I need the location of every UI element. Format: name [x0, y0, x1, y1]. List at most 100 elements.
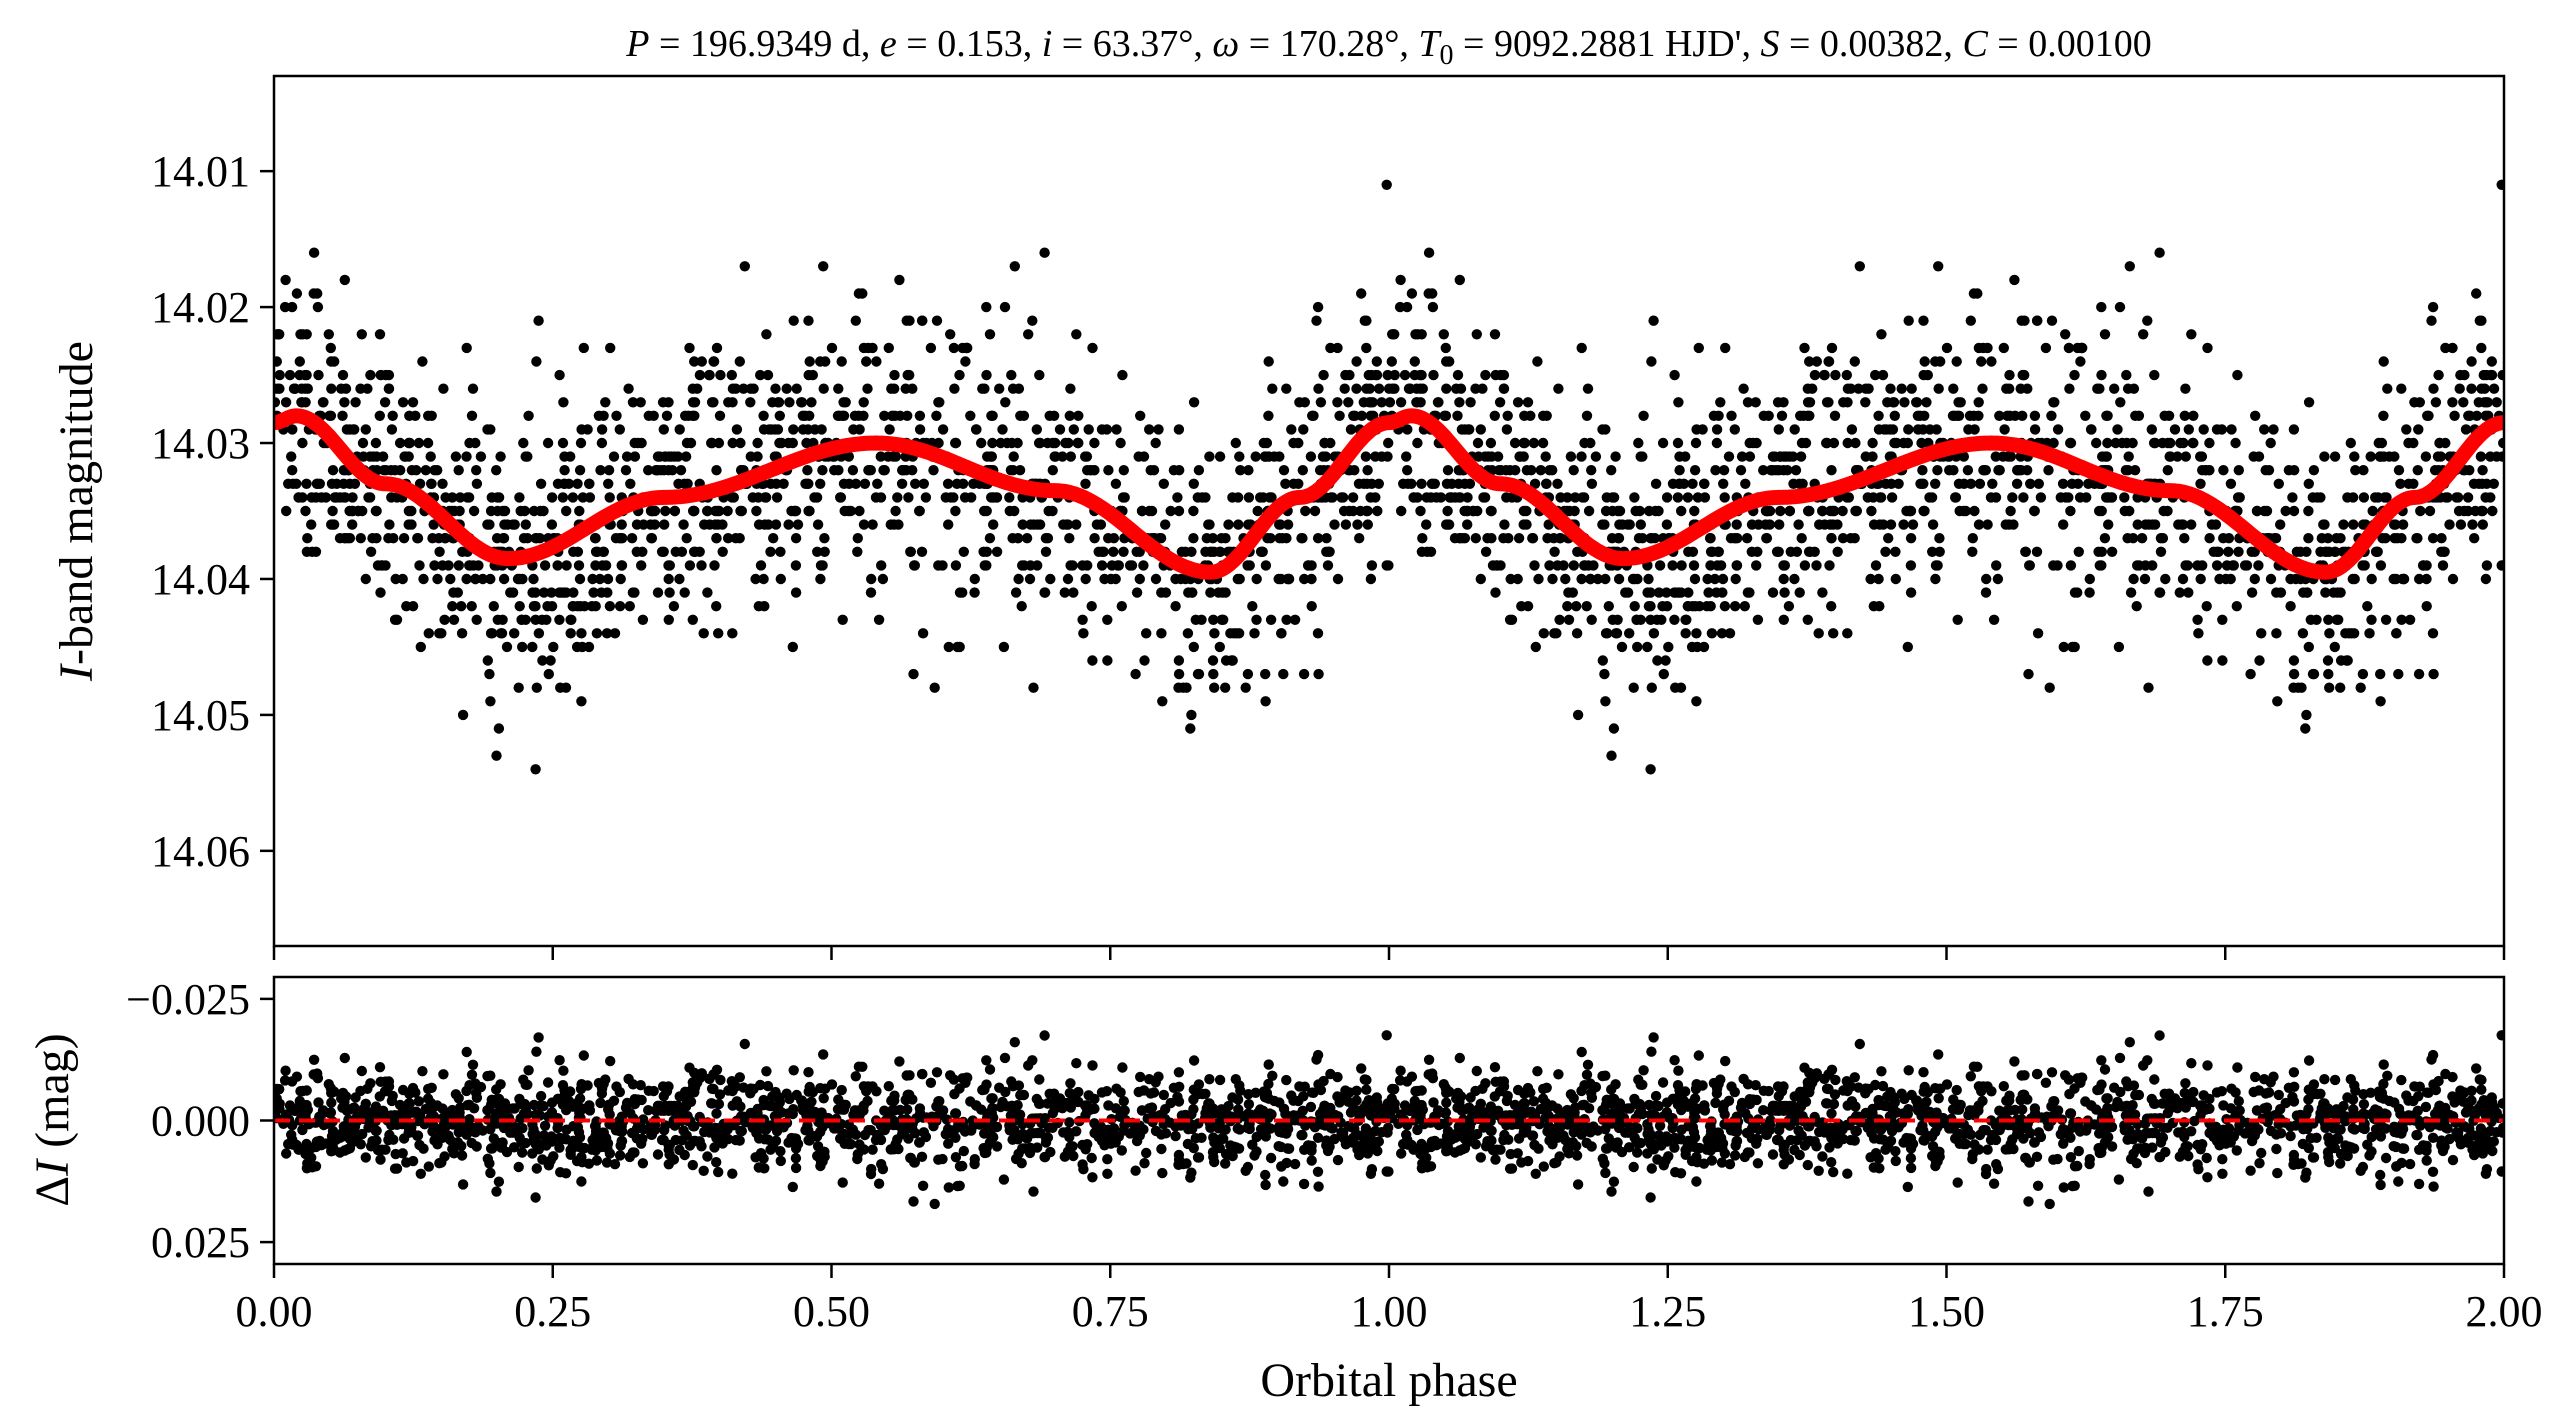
residual-point: [1039, 1030, 1050, 1041]
observation-point: [1389, 369, 1400, 381]
observation-point: [853, 410, 864, 421]
observation-point: [1715, 397, 1726, 408]
residual-points: [274, 1030, 2504, 1210]
observation-point: [981, 301, 992, 313]
observation-point: [2454, 383, 2465, 394]
observation-point: [554, 614, 565, 625]
observation-point: [2186, 519, 2197, 530]
observation-point: [2147, 560, 2158, 571]
observation-point: [1873, 573, 1884, 585]
observation-point: [916, 546, 928, 557]
observation-point: [1273, 573, 1284, 585]
observation-point: [1325, 492, 1337, 503]
residual-point: [713, 1098, 725, 1110]
residual-point: [2412, 1105, 2423, 1117]
observation-point: [1934, 546, 1945, 557]
observation-point: [663, 397, 674, 408]
observation-point: [2341, 655, 2352, 666]
observation-point: [1235, 465, 1246, 476]
observation-point: [1773, 424, 1785, 435]
observation-point: [636, 560, 647, 571]
observation-point: [1563, 614, 1575, 625]
observation-point: [1007, 533, 1018, 544]
residual-point: [687, 1159, 698, 1171]
residual-point: [1118, 1096, 1130, 1107]
observation-point: [994, 383, 1005, 394]
observation-point: [1312, 628, 1324, 639]
observation-point: [2233, 546, 2244, 557]
observation-point: [775, 573, 786, 585]
observation-point: [1274, 533, 1285, 544]
observation-point: [1661, 601, 1673, 612]
observation-point: [1661, 519, 1673, 530]
observation-point: [1415, 505, 1426, 517]
observation-point: [598, 410, 609, 421]
observation-point: [2195, 478, 2206, 489]
top-observation-points: [274, 179, 2504, 775]
residual-point: [1902, 1181, 1914, 1193]
observation-point: [1445, 492, 1456, 503]
observation-point: [1821, 397, 1833, 408]
observation-point: [1427, 288, 1438, 299]
observation-point: [1401, 451, 1412, 462]
observation-point: [1150, 437, 1161, 449]
observation-point: [1648, 628, 1660, 639]
observation-point: [1440, 342, 1452, 354]
observation-point: [2460, 424, 2472, 435]
observation-point: [739, 261, 750, 272]
observation-point: [2473, 397, 2484, 408]
residual-point: [1394, 1075, 1406, 1086]
observation-point: [572, 478, 583, 489]
observation-point: [1004, 492, 1015, 503]
observation-point: [764, 424, 775, 435]
observation-point: [1738, 383, 1749, 394]
observation-point: [2018, 492, 2029, 503]
observation-point: [1134, 573, 1146, 585]
residual-point: [1826, 1064, 1838, 1076]
residual-point: [2366, 1131, 2377, 1143]
observation-point: [1260, 696, 1271, 707]
residual-point: [865, 1168, 877, 1180]
observation-point: [557, 437, 569, 449]
observation-point: [567, 492, 579, 503]
observation-point: [1416, 478, 1427, 489]
residual-point: [1711, 1088, 1723, 1099]
observation-point: [1646, 682, 1658, 693]
residual-point: [2444, 1133, 2455, 1145]
residual-point: [704, 1073, 715, 1085]
title-e-value: = 0.153,: [897, 23, 1042, 65]
observation-point: [374, 329, 386, 340]
observation-point: [2358, 465, 2369, 476]
title-t-value: = 9092.2881 HJD',: [1454, 23, 1761, 65]
observation-point: [539, 560, 551, 571]
observation-point: [614, 533, 625, 544]
residual-point: [1845, 1134, 1857, 1146]
residual-point: [945, 1070, 956, 1081]
residual-point: [397, 1084, 409, 1096]
observation-point: [1795, 410, 1806, 421]
observation-point: [1188, 505, 1199, 517]
observation-point: [1298, 424, 1309, 435]
observation-point: [929, 682, 940, 693]
observation-point: [578, 342, 589, 354]
observation-point: [1141, 628, 1152, 639]
observation-point: [1614, 505, 1626, 517]
observation-point: [711, 601, 722, 612]
observation-point: [1868, 519, 1880, 530]
observation-point: [274, 383, 280, 394]
observation-point: [1487, 560, 1499, 571]
observation-point: [1506, 614, 1518, 625]
observation-point: [1915, 478, 1926, 489]
observation-point: [774, 410, 785, 421]
observation-point: [2149, 369, 2160, 381]
observation-point: [2048, 437, 2059, 449]
observation-point: [574, 573, 586, 585]
observation-point: [1489, 329, 1501, 340]
observation-point: [1719, 601, 1731, 612]
observation-point: [1278, 668, 1289, 680]
observation-point: [2005, 505, 2016, 517]
residual-point: [837, 1177, 848, 1188]
observation-point: [1991, 560, 2002, 571]
observation-point: [1669, 614, 1680, 625]
observation-point: [2055, 492, 2066, 503]
